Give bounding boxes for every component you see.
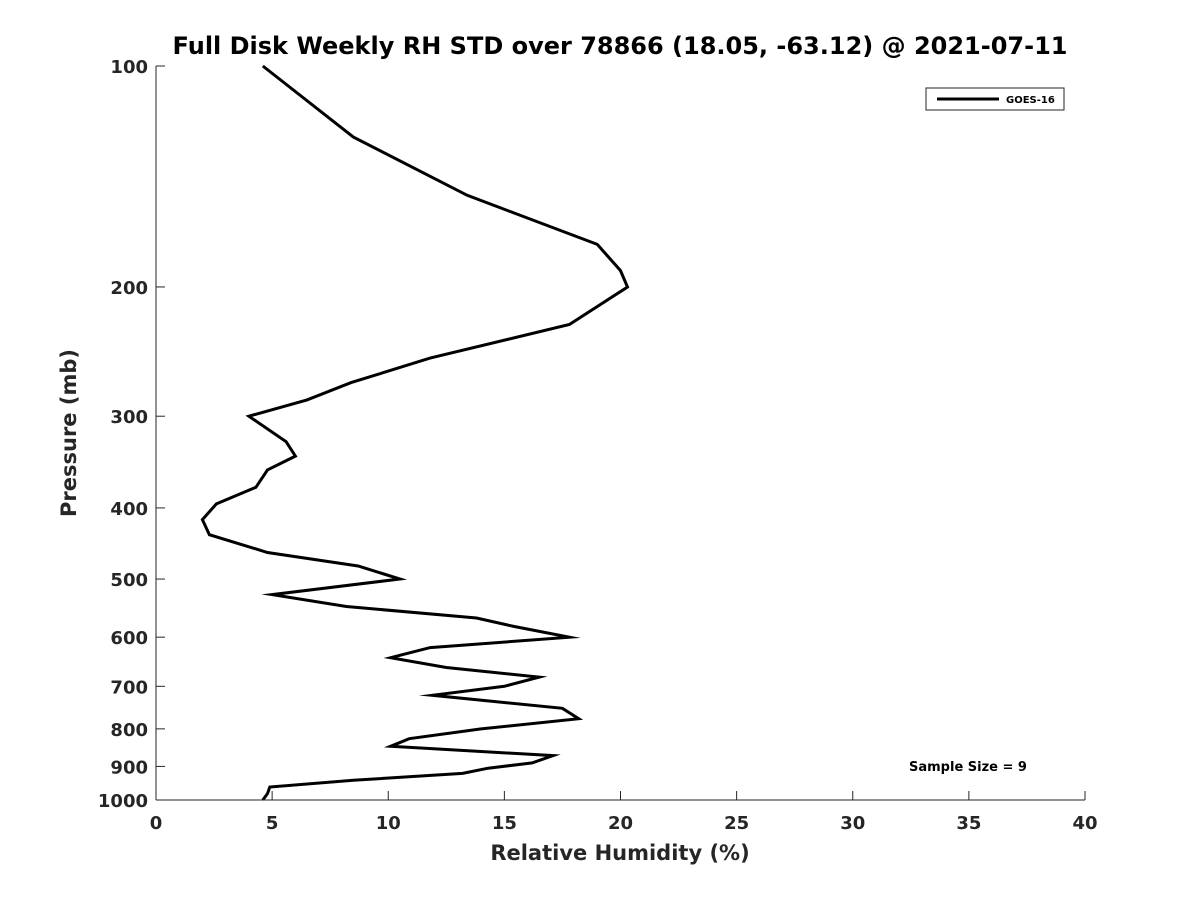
x-tick-label: 30 xyxy=(840,813,865,834)
y-tick-label: 300 xyxy=(110,407,148,428)
x-tick-label: 25 xyxy=(724,813,749,834)
legend: GOES-16 xyxy=(925,87,1065,111)
x-tick-label: 35 xyxy=(956,813,981,834)
x-tick-label: 10 xyxy=(376,813,401,834)
y-tick-label: 100 xyxy=(110,57,148,78)
sample-size-annotation: Sample Size = 9 xyxy=(909,760,1027,775)
chart-title: Full Disk Weekly RH STD over 78866 (18.0… xyxy=(173,32,1068,60)
legend-label: GOES-16 xyxy=(1006,95,1055,106)
y-tick-label: 200 xyxy=(110,278,148,299)
y-tick-label: 900 xyxy=(110,757,148,778)
x-tick-label: 15 xyxy=(492,813,517,834)
x-axis-label: Relative Humidity (%) xyxy=(490,841,749,865)
series-line-goes-16 xyxy=(200,64,630,801)
y-axis: 100 200 300 400 500 600 700 800 900 1000 xyxy=(98,57,165,812)
y-tick-label: 600 xyxy=(110,628,148,649)
x-tick-label: 40 xyxy=(1072,813,1097,834)
x-tick-label: 20 xyxy=(608,813,633,834)
x-axis: 0 5 10 15 20 25 30 35 40 xyxy=(150,791,1098,834)
y-axis-label: Pressure (mb) xyxy=(57,349,81,517)
plot-area xyxy=(200,64,630,801)
y-tick-label: 1000 xyxy=(98,791,148,812)
x-tick-label: 5 xyxy=(266,813,279,834)
y-tick-label: 800 xyxy=(110,720,148,741)
y-tick-label: 500 xyxy=(110,570,148,591)
y-tick-label: 700 xyxy=(110,677,148,698)
y-tick-label: 400 xyxy=(110,499,148,520)
x-tick-label: 0 xyxy=(150,813,163,834)
